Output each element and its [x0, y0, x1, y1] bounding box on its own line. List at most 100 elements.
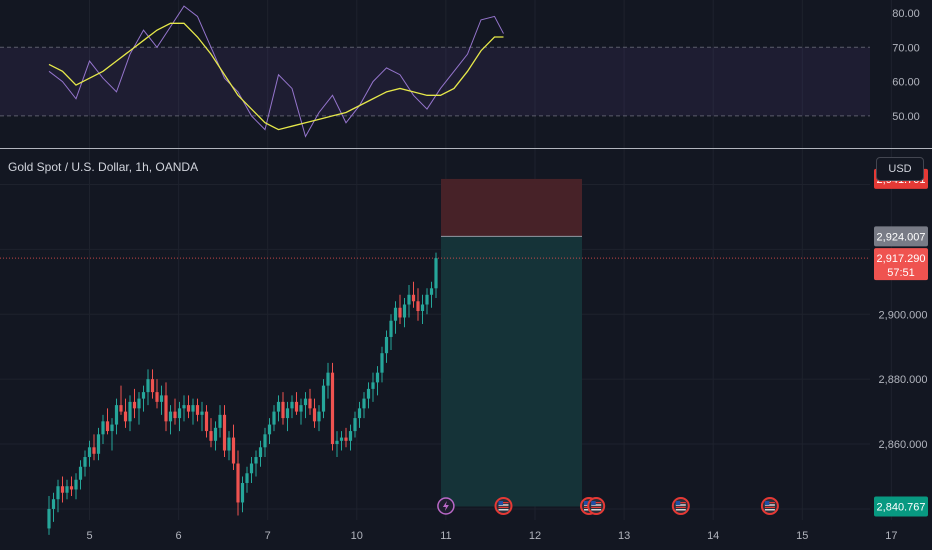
- flag-stripe: [764, 502, 775, 504]
- price-tick-label: 2,880.000: [879, 374, 928, 386]
- candle-body: [308, 398, 312, 409]
- flag-canton: [764, 501, 770, 505]
- candle-body: [101, 421, 105, 435]
- candle-body: [371, 382, 375, 389]
- candle-body: [353, 418, 357, 432]
- candle-body: [74, 479, 78, 490]
- lightning-icon[interactable]: [437, 497, 455, 515]
- candle-body: [191, 405, 195, 412]
- time-tick-label: 14: [707, 530, 719, 542]
- stop-zone: [441, 178, 582, 237]
- entry-price-label: 2,924.007: [877, 231, 926, 243]
- flag-canton: [591, 501, 596, 505]
- candle-body: [200, 411, 204, 415]
- flag-stripe: [675, 509, 686, 511]
- time-tick-label: 6: [176, 530, 182, 542]
- candle-body: [137, 398, 141, 409]
- candle-body: [344, 437, 348, 441]
- current-price-label: 2,917.290: [877, 253, 926, 265]
- candle-body: [290, 401, 294, 409]
- candle-body: [128, 401, 132, 422]
- candle-body: [420, 304, 425, 312]
- candle-body: [285, 408, 290, 419]
- time-tick-label: 5: [86, 530, 92, 542]
- candle-body: [204, 411, 209, 432]
- candle-body: [132, 401, 137, 409]
- flag-stripe: [498, 506, 509, 508]
- candle-body: [312, 408, 317, 422]
- candle-body: [317, 411, 321, 422]
- candle-body: [429, 288, 434, 295]
- candle-body: [272, 411, 276, 425]
- candle-body: [258, 447, 263, 458]
- candle-body: [227, 437, 231, 451]
- flag-circle: [671, 497, 690, 515]
- candle-body: [240, 482, 245, 503]
- candle-body: [294, 401, 299, 412]
- rsi-tick-label: 70.00: [892, 42, 920, 54]
- flag-stripe: [675, 504, 686, 506]
- candle-body: [321, 385, 326, 412]
- price-tick-label: 2,860.000: [879, 439, 928, 451]
- candle-body: [411, 294, 416, 302]
- time-tick-label: 17: [885, 530, 897, 542]
- candle-body: [330, 372, 335, 445]
- currency-button[interactable]: USD: [876, 157, 924, 181]
- us-flag-icon[interactable]: [587, 497, 606, 515]
- candle-body: [348, 431, 353, 441]
- candle-body: [65, 486, 69, 493]
- candle-body: [150, 379, 155, 393]
- candle-body: [47, 508, 51, 529]
- candle-body: [339, 437, 344, 441]
- flag-stripe: [498, 504, 509, 506]
- candle-body: [56, 486, 60, 500]
- candle-body: [110, 424, 114, 432]
- flag-stripe: [591, 502, 602, 504]
- candle-body: [393, 307, 398, 321]
- candle-body: [254, 457, 258, 464]
- flag-stripe: [764, 504, 775, 506]
- lightning-bolt: [442, 501, 449, 511]
- candle-body: [141, 392, 146, 399]
- rsi-tick-label: 80.00: [892, 8, 920, 20]
- flag-stripe: [675, 506, 686, 508]
- us-flag-icon[interactable]: [760, 497, 779, 515]
- candle-body: [398, 307, 402, 318]
- rsi-band: [0, 47, 870, 116]
- candle-body: [218, 414, 222, 428]
- candle-body: [209, 431, 213, 441]
- candle-body: [231, 437, 236, 464]
- current-price-label-bg: [874, 248, 928, 281]
- candle-body: [96, 434, 101, 454]
- candle-body: [425, 294, 429, 305]
- time-tick-label: 7: [265, 530, 271, 542]
- us-flag-icon[interactable]: [671, 497, 690, 515]
- time-tick-label: 13: [618, 530, 630, 542]
- flag-canton: [675, 501, 681, 505]
- candle-body: [384, 336, 389, 354]
- rsi-line: [48, 5, 504, 138]
- candle-body: [303, 398, 308, 406]
- target-price-label-bg: [874, 496, 928, 517]
- flag-stripe: [764, 506, 775, 508]
- flag-stripe: [591, 504, 602, 506]
- flag-canton: [498, 501, 503, 505]
- rsi-pane: [0, 5, 870, 138]
- candle-body: [267, 424, 272, 435]
- flag-stripe: [675, 502, 686, 504]
- candle-body: [326, 372, 330, 386]
- candle-body: [105, 421, 110, 432]
- events-layer[interactable]: [437, 497, 779, 515]
- flag-circle: [494, 497, 513, 515]
- candle-body: [362, 398, 366, 409]
- time-tick-label: 10: [351, 530, 363, 542]
- candle-body: [78, 466, 83, 480]
- candle-body: [335, 440, 339, 445]
- candle-body: [146, 379, 150, 393]
- candle-body: [357, 408, 362, 419]
- us-flag-icon[interactable]: [494, 497, 513, 515]
- candle-body: [366, 388, 371, 399]
- countdown-label: 57:51: [887, 267, 915, 279]
- candle-body: [159, 395, 164, 402]
- candle-body: [173, 411, 177, 419]
